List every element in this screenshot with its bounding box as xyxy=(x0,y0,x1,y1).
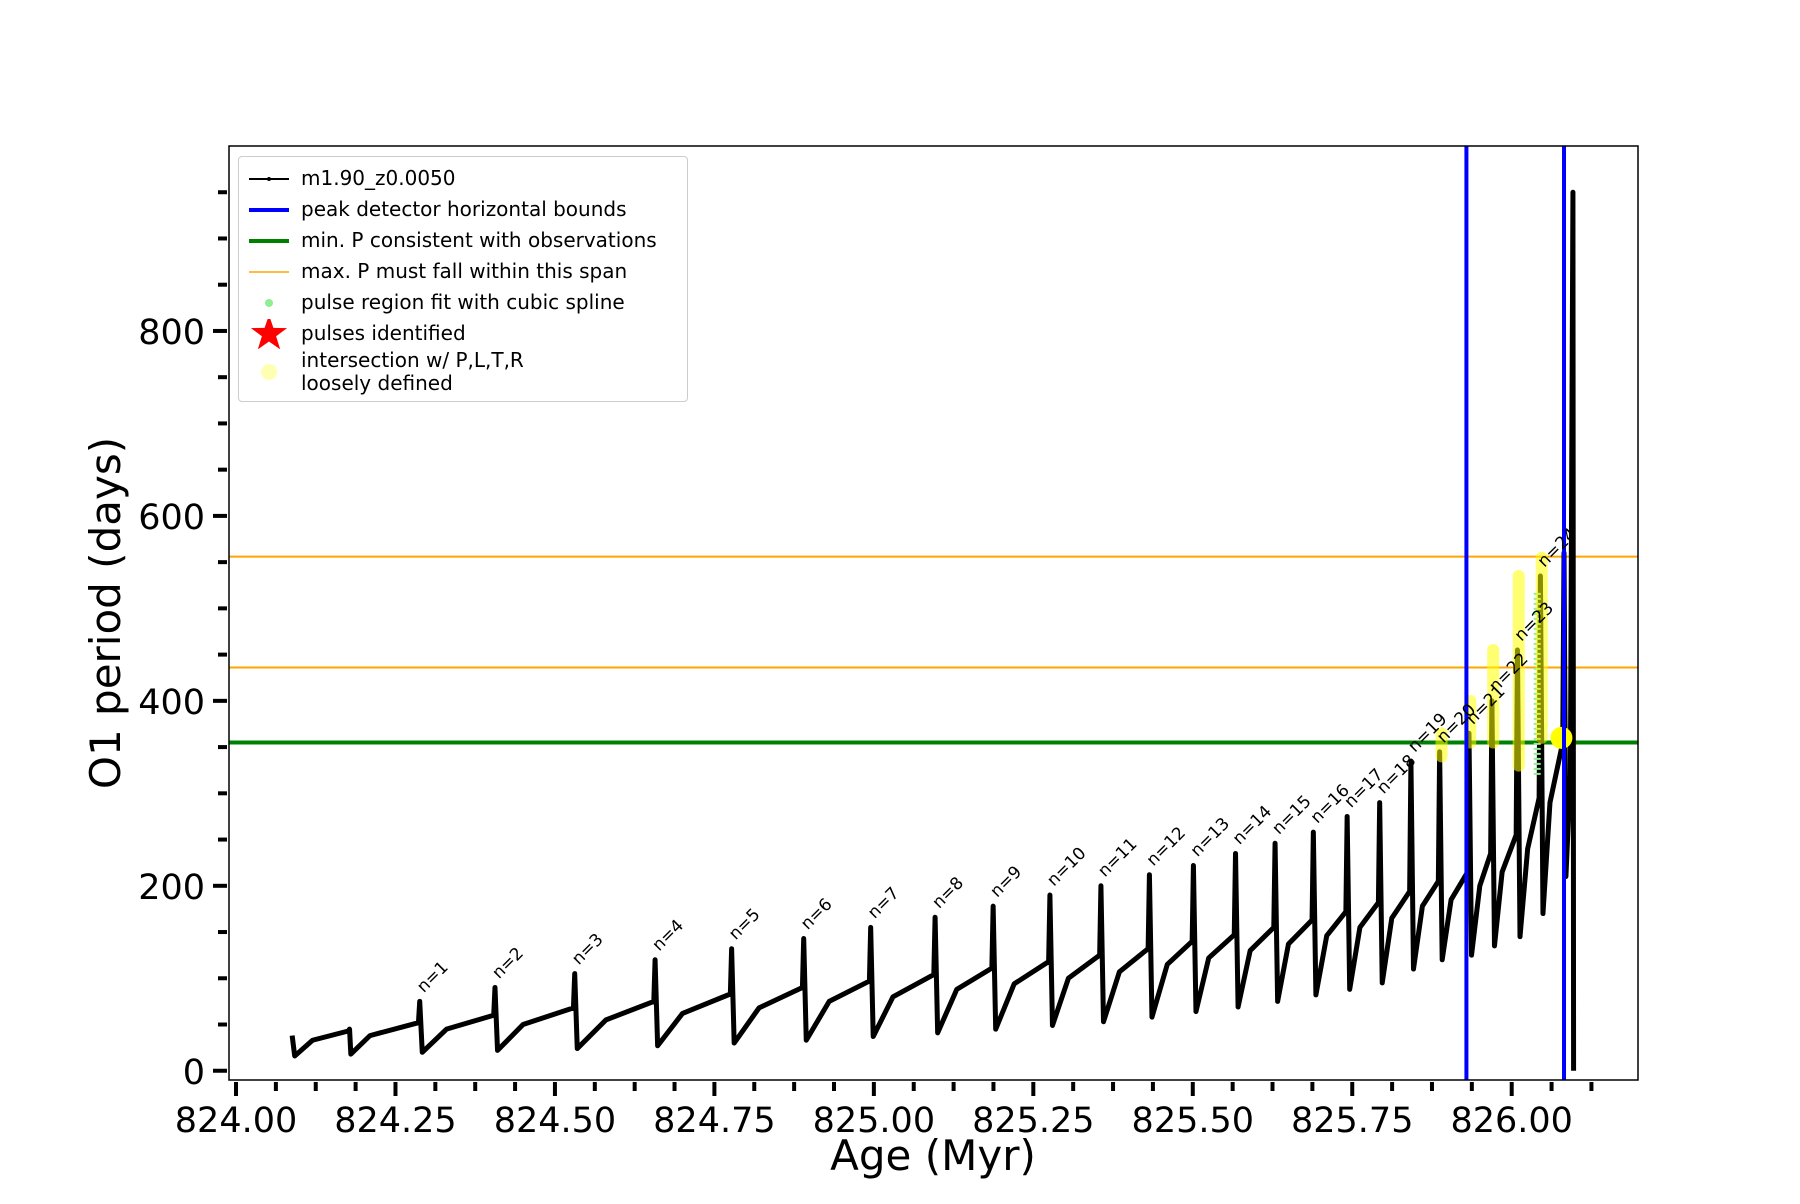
y-tick-label: 0 xyxy=(183,1053,205,1093)
pulse-annotation: n=5 xyxy=(725,905,764,944)
x-tick-label: 826.00 xyxy=(1450,1101,1572,1141)
legend-entry: min. P consistent with observations xyxy=(239,225,687,256)
legend-label: max. P must fall within this span xyxy=(301,259,628,283)
legend-label: peak detector horizontal bounds xyxy=(301,197,627,221)
legend-entry: m1.90_z0.0050 xyxy=(239,163,687,194)
x-tick-label: 825.50 xyxy=(1132,1101,1254,1141)
pulse-annotation: n=12 xyxy=(1143,823,1190,870)
legend-label: pulses identified xyxy=(301,321,466,345)
legend-marker xyxy=(249,270,289,273)
pulse-annotation: n=10 xyxy=(1043,843,1090,890)
legend-marker xyxy=(249,207,289,212)
pulse-annotation: n=9 xyxy=(987,862,1026,901)
y-tick-label: 200 xyxy=(138,868,205,908)
legend-entry: intersection w/ P,L,T,R loosely defined xyxy=(239,349,687,395)
legend-label: m1.90_z0.0050 xyxy=(301,166,456,190)
y-tick-label: 400 xyxy=(138,683,205,723)
x-axis-label: Age (Myr) xyxy=(830,1131,1036,1180)
x-tick-label: 825.25 xyxy=(972,1101,1094,1141)
plot-frame xyxy=(228,145,1639,1081)
pulse-annotation: n=4 xyxy=(648,916,687,955)
plot-area xyxy=(229,146,1638,1080)
y-tick-label: 600 xyxy=(138,498,205,538)
x-tick-label: 825.00 xyxy=(813,1101,935,1141)
legend-entry: pulse region fit with cubic spline xyxy=(239,287,687,318)
legend-entry: max. P must fall within this span xyxy=(239,256,687,287)
legend-label: pulse region fit with cubic spline xyxy=(301,290,625,314)
pulse-annotation: n=11 xyxy=(1094,834,1141,881)
y-tick-label: 800 xyxy=(138,313,205,353)
legend-marker xyxy=(249,238,289,243)
x-tick-label: 824.00 xyxy=(175,1101,297,1141)
pulse-annotation: n=3 xyxy=(568,930,607,969)
x-tick-label: 824.75 xyxy=(653,1101,775,1141)
x-tick-label: 824.25 xyxy=(334,1101,456,1141)
legend-label: min. P consistent with observations xyxy=(301,228,657,252)
y-axis-label: O1 period (days) xyxy=(81,437,130,789)
pulse-annotation: n=6 xyxy=(797,895,836,934)
x-tick-label: 824.50 xyxy=(494,1101,616,1141)
series-line xyxy=(289,189,1577,1071)
legend-entry: peak detector horizontal bounds xyxy=(239,194,687,225)
pulse-annotation: n=7 xyxy=(864,883,903,922)
pulse-annotation: n=13 xyxy=(1187,814,1234,861)
pulse-annotation: n=8 xyxy=(928,873,967,912)
legend-entry: pulses identified xyxy=(239,318,687,349)
pulse-annotation: n=1 xyxy=(413,957,452,996)
legend-marker xyxy=(261,364,277,380)
legend-marker xyxy=(250,318,288,349)
intersection-point xyxy=(1550,726,1573,749)
legend-marker xyxy=(249,176,289,181)
pulse-annotation: n=2 xyxy=(488,944,527,983)
x-tick-label: 825.75 xyxy=(1291,1101,1413,1141)
legend-marker xyxy=(265,298,273,307)
legend-label: intersection w/ P,L,T,R loosely defined xyxy=(301,348,524,395)
